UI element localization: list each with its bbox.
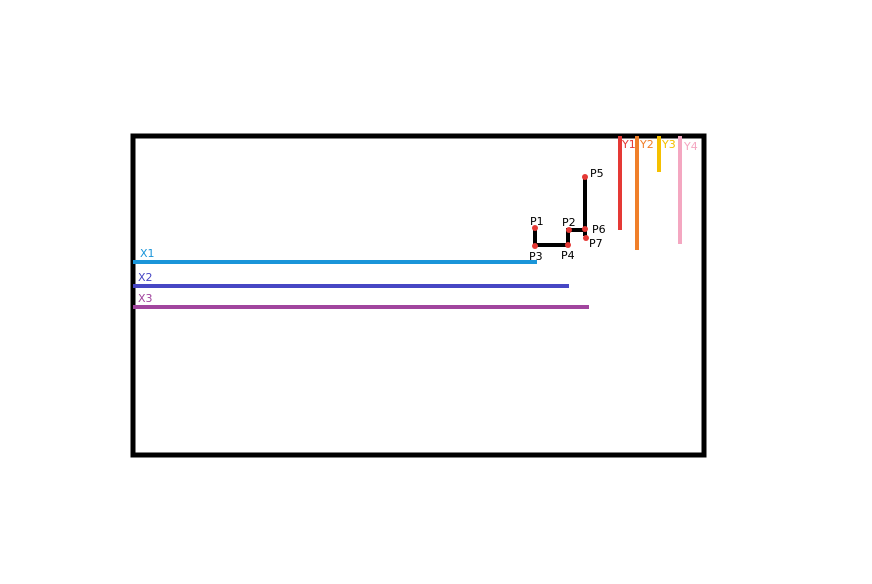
label-p1: P1 (530, 215, 544, 228)
frame-rectangle (130, 133, 707, 458)
label-p6: P6 (592, 223, 606, 236)
label-p5: P5 (590, 167, 604, 180)
point-p1 (532, 225, 538, 231)
label-x2: X2 (138, 271, 153, 284)
label-y1: Y1 (621, 138, 636, 151)
point-p3 (532, 243, 538, 249)
label-y3: Y3 (661, 138, 676, 151)
label-p2: P2 (562, 216, 576, 229)
label-p7: P7 (589, 237, 603, 250)
label-x1: X1 (140, 247, 155, 260)
label-p4: P4 (561, 249, 575, 262)
point-p4 (565, 242, 571, 248)
point-p7 (583, 235, 589, 241)
point-p6 (582, 226, 588, 232)
label-y2: Y2 (639, 138, 654, 151)
point-p2 (566, 227, 572, 233)
label-x3: X3 (138, 292, 153, 305)
point-path (533, 177, 587, 247)
label-p3: P3 (529, 250, 543, 263)
point-p5 (582, 174, 588, 180)
label-y4: Y4 (683, 140, 698, 153)
